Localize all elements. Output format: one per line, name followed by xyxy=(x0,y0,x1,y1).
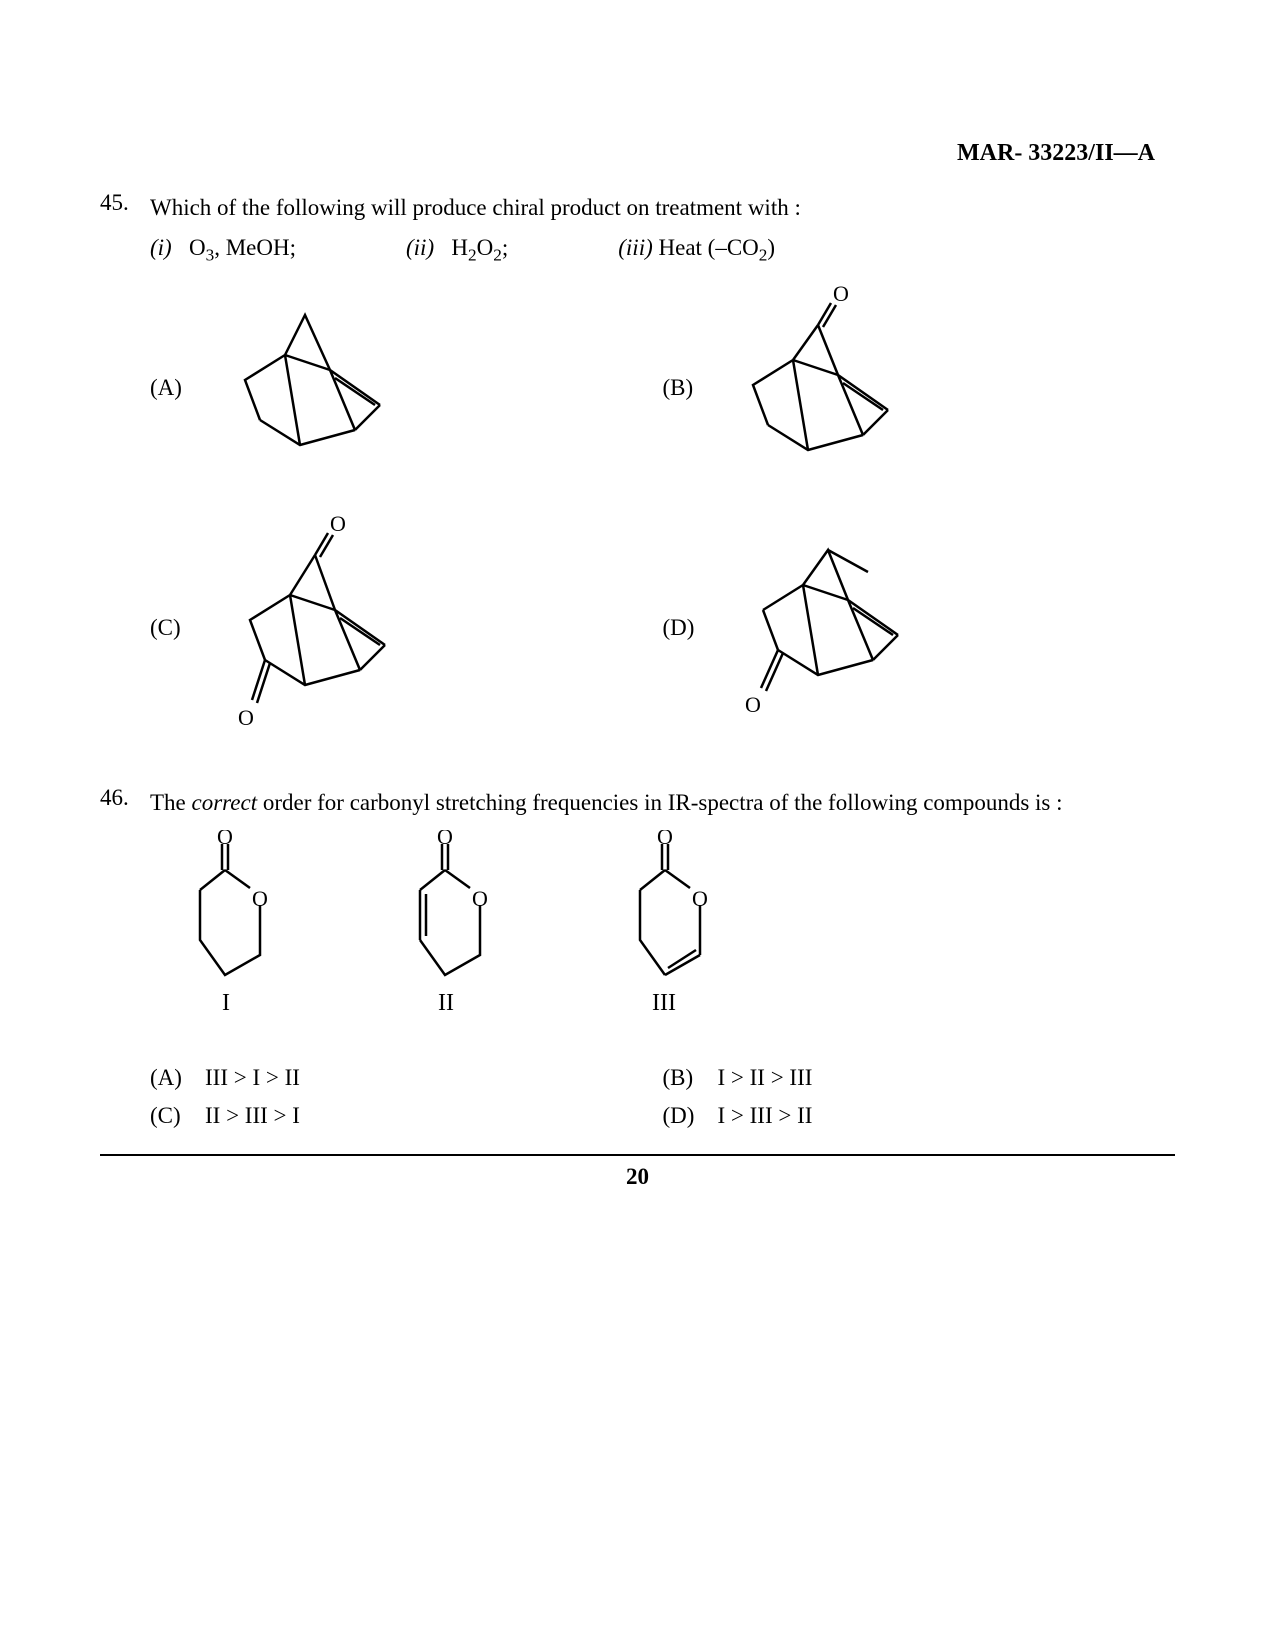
svg-text:O: O xyxy=(330,511,346,536)
q45-options: (A) xyxy=(150,285,1175,745)
svg-text:O: O xyxy=(437,830,453,849)
answer-label: (C) xyxy=(150,1103,205,1129)
page-number: 20 xyxy=(100,1164,1175,1190)
svg-text:O: O xyxy=(238,705,254,730)
option-c: (C) xyxy=(150,510,663,745)
svg-text:O: O xyxy=(252,886,268,911)
q45-conditions: (i) O3, MeOH; (ii) H2O2; (iii) Heat (–CO… xyxy=(150,235,1175,266)
content-area: 45. Which of the following will produce … xyxy=(100,190,1175,1190)
answer-label: (D) xyxy=(663,1103,718,1129)
question-number: 45. xyxy=(100,190,150,216)
compound-1-icon: O O I xyxy=(150,830,300,1025)
answer-label: (B) xyxy=(663,1065,718,1091)
svg-text:O: O xyxy=(833,285,849,306)
q46-answers: (A) III > I > II (B) I > II > III (C) II… xyxy=(150,1065,1175,1129)
structure-b-icon: O xyxy=(713,285,933,490)
option-b: (B) xyxy=(663,285,1176,490)
footer-rule xyxy=(100,1154,1175,1156)
condition-2: (ii) H2O2; xyxy=(406,235,508,266)
condition-text: H2O2; xyxy=(451,235,508,260)
option-label: (D) xyxy=(663,615,713,641)
structure-d-icon: O xyxy=(713,520,943,735)
answer-text: I > III > II xyxy=(718,1103,813,1129)
answer-text: I > II > III xyxy=(718,1065,813,1091)
answer-text: II > III > I xyxy=(205,1103,300,1129)
question-text: Which of the following will produce chir… xyxy=(150,190,1175,227)
answer-b: (B) I > II > III xyxy=(663,1065,1176,1091)
compound-2-icon: O O II xyxy=(370,830,520,1025)
answer-c: (C) II > III > I xyxy=(150,1103,663,1129)
q46-italic: correct xyxy=(192,790,258,815)
condition-num: (i) xyxy=(150,235,172,260)
page: MAR- 33223/II—A 45. Which of the followi… xyxy=(0,0,1275,1650)
compound-label: III xyxy=(652,990,676,1016)
question-number: 46. xyxy=(100,785,150,811)
question-text: The correct order for carbonyl stretchin… xyxy=(150,785,1175,822)
condition-3: (iii) Heat (–CO2) xyxy=(618,235,775,266)
question-46-row: 46. The correct order for carbonyl stret… xyxy=(100,785,1175,822)
svg-text:O: O xyxy=(472,886,488,911)
svg-text:O: O xyxy=(657,830,673,849)
option-label: (C) xyxy=(150,615,200,641)
q46-suffix: order for carbonyl stretching frequencie… xyxy=(257,790,1062,815)
answer-a: (A) III > I > II xyxy=(150,1065,663,1091)
condition-num: (ii) xyxy=(406,235,434,260)
svg-text:O: O xyxy=(217,830,233,849)
compound-label: II xyxy=(438,990,454,1016)
compound-3-icon: O O III xyxy=(590,830,740,1025)
option-label: (A) xyxy=(150,375,200,401)
answer-d: (D) I > III > II xyxy=(663,1103,1176,1129)
q46-compounds: O O I O xyxy=(150,830,1175,1025)
question-45-row: 45. Which of the following will produce … xyxy=(100,190,1175,227)
compound-label: I xyxy=(222,990,230,1016)
condition-num: (iii) xyxy=(618,235,653,260)
condition-text: O3, MeOH; xyxy=(189,235,296,260)
option-d: (D) xyxy=(663,510,1176,745)
option-a: (A) xyxy=(150,285,663,490)
structure-c-icon: O O xyxy=(200,510,430,745)
answer-label: (A) xyxy=(150,1065,205,1091)
answer-text: III > I > II xyxy=(205,1065,300,1091)
condition-text: Heat (–CO2) xyxy=(659,235,776,260)
structure-a-icon xyxy=(200,290,410,485)
svg-text:O: O xyxy=(745,692,761,717)
option-label: (B) xyxy=(663,375,713,401)
svg-text:O: O xyxy=(692,886,708,911)
exam-header: MAR- 33223/II—A xyxy=(957,140,1155,167)
condition-1: (i) O3, MeOH; xyxy=(150,235,296,266)
q46-prefix: The xyxy=(150,790,192,815)
